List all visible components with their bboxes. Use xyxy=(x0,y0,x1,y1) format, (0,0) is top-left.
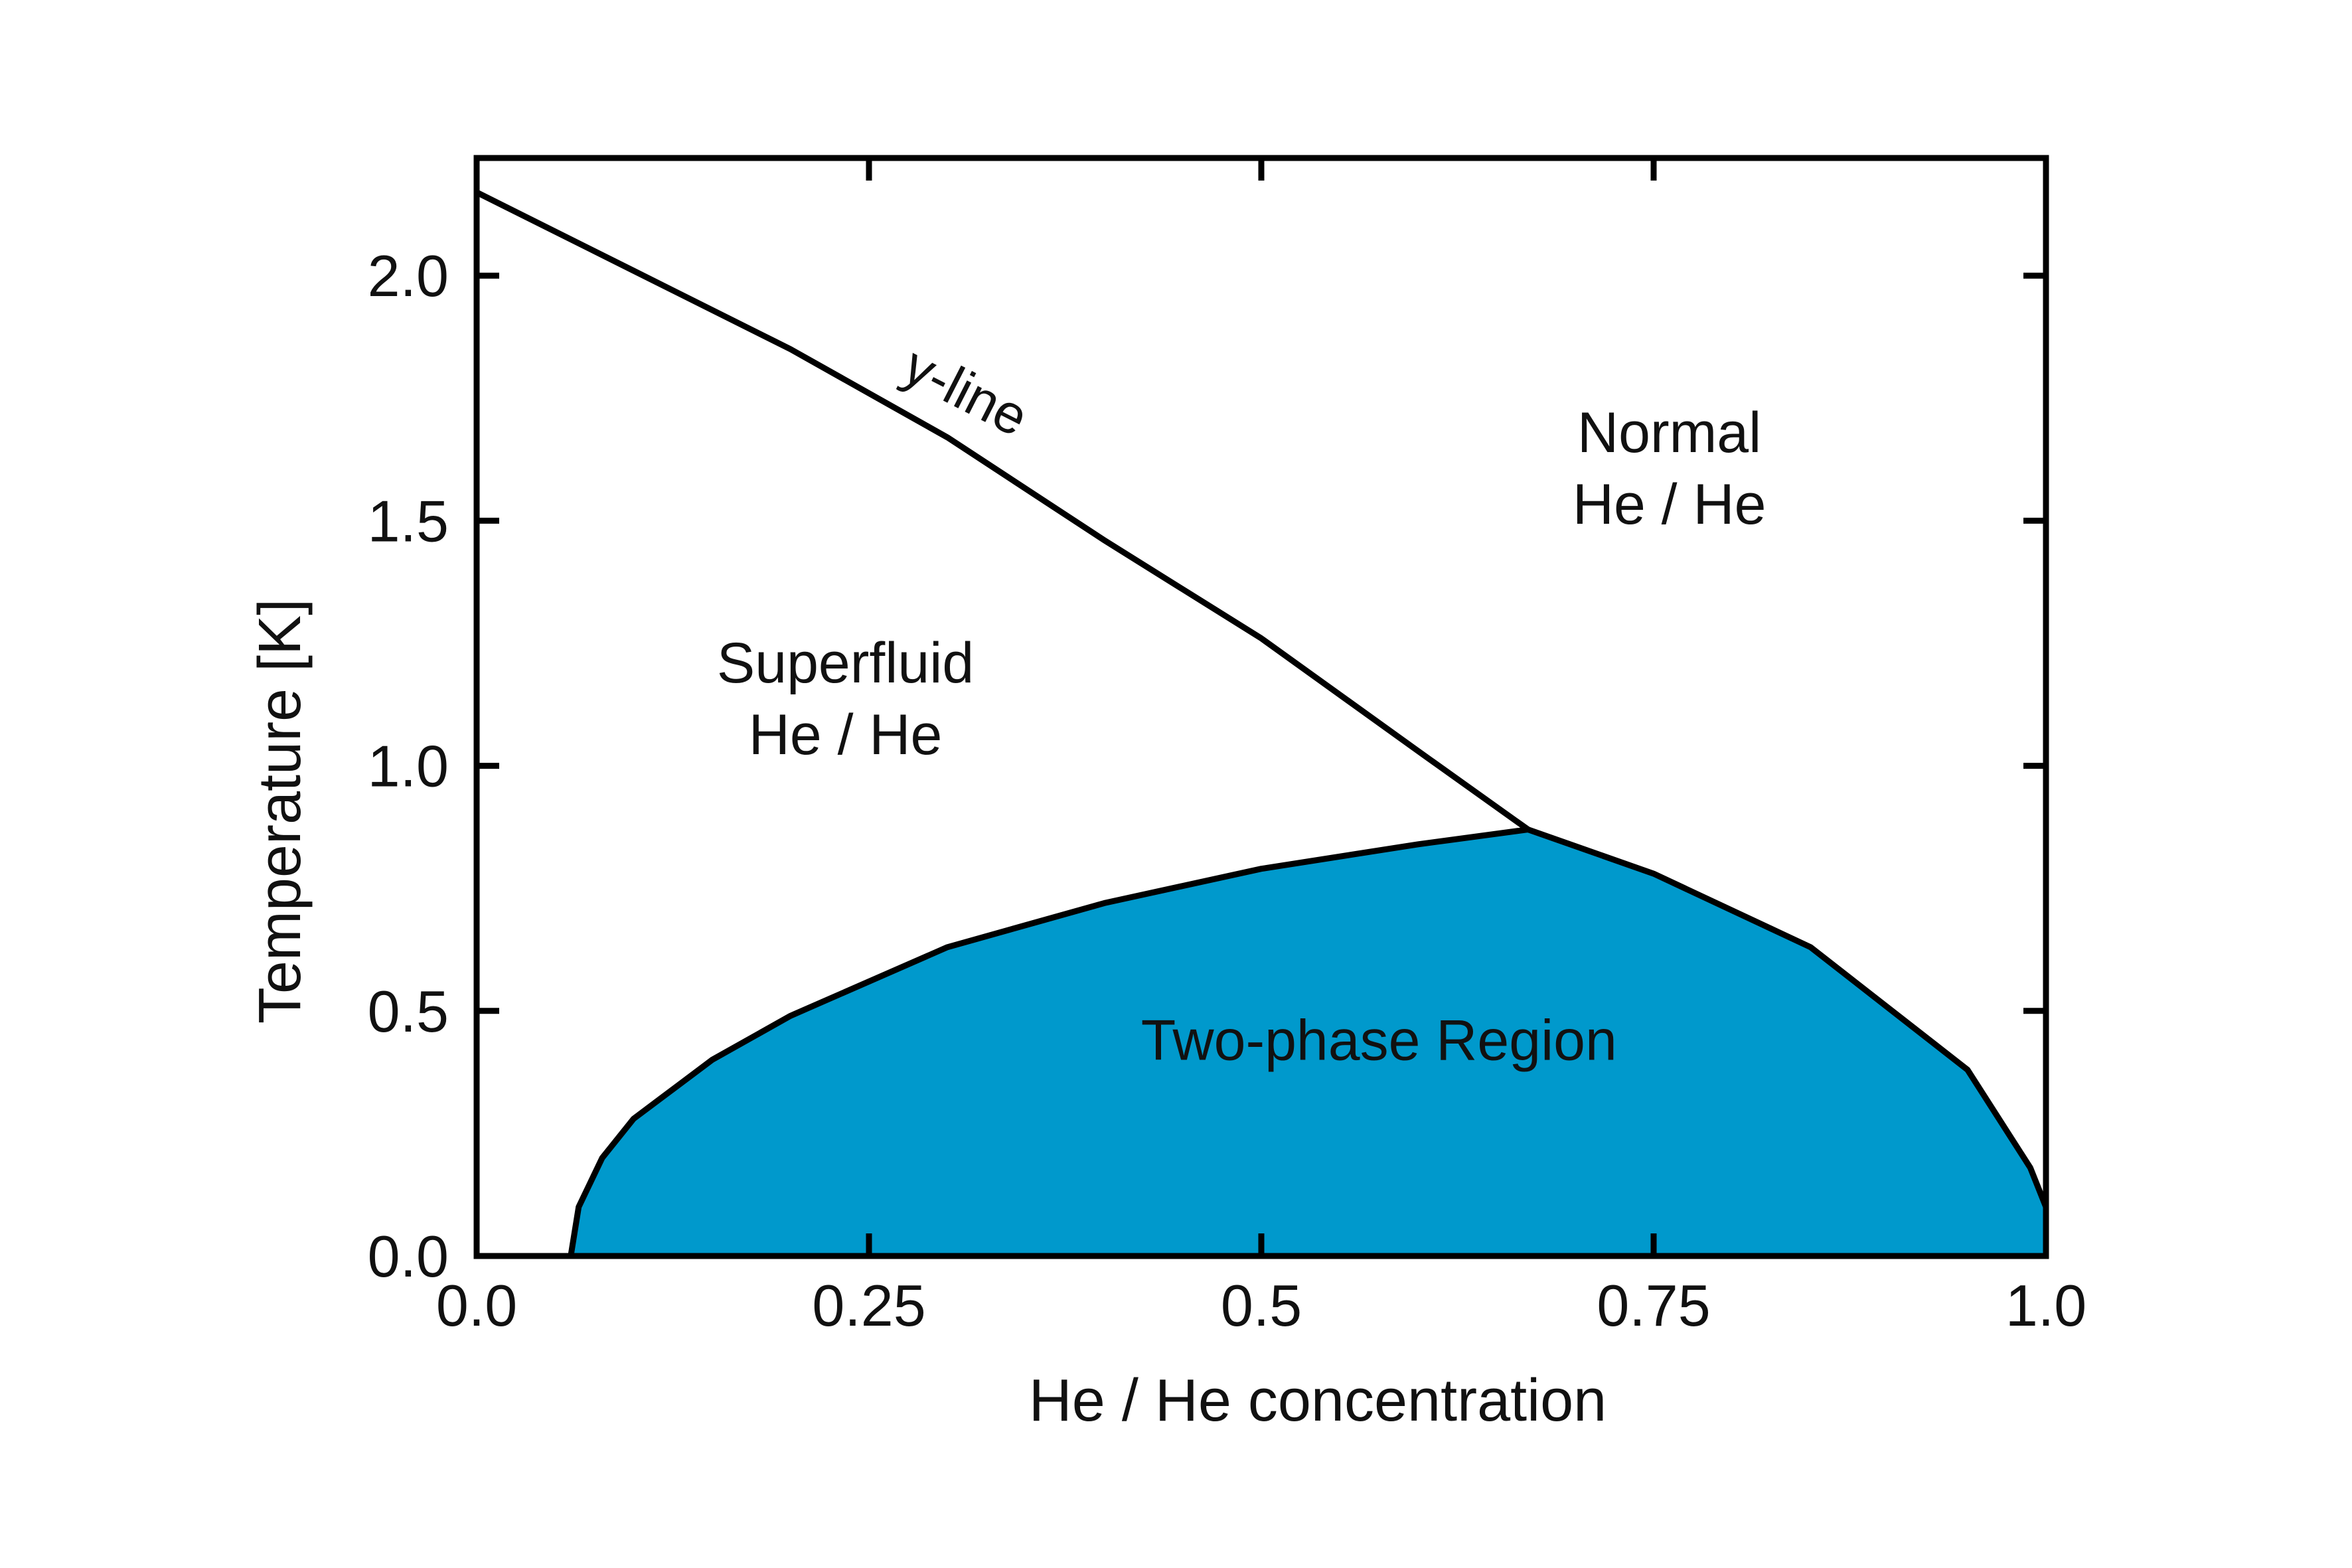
x-tick-label: 0.5 xyxy=(1221,1273,1302,1338)
y-axis-label: Temperature [K] xyxy=(247,599,313,1024)
x-tick-label: 0.75 xyxy=(1597,1273,1710,1338)
x-tick-label: 0.25 xyxy=(812,1273,925,1338)
region-label-line: Normal xyxy=(1577,401,1761,465)
two-phase-region-fill xyxy=(570,829,2046,1256)
x-tick-label: 0.0 xyxy=(436,1273,517,1338)
region-label-line: Superfluid xyxy=(717,631,974,695)
lambda-line xyxy=(473,189,1531,833)
region-label-line: He / He xyxy=(749,703,943,767)
region-label-line: He / He xyxy=(1573,473,1766,536)
y-tick-label: 0.0 xyxy=(368,1223,449,1289)
two-phase-boundary-line xyxy=(568,826,2049,1259)
region-label-line: Two-phase Region xyxy=(1141,1009,1617,1073)
y-tick-label: 2.0 xyxy=(368,243,449,309)
x-axis-label: He / He concentration xyxy=(1029,1368,1607,1434)
region-label-normal: Normal He / He xyxy=(1573,401,1766,536)
y-tick-label: 0.5 xyxy=(368,979,449,1044)
tick-labels-group: 0.0 0.25 0.5 0.75 1.0 0.0 0.5 1.0 1.5 2.0 xyxy=(368,243,2087,1338)
y-tick-label: 1.5 xyxy=(368,488,449,554)
two-phase-fill-group xyxy=(570,829,2046,1256)
region-label-two-phase: Two-phase Region xyxy=(1141,1009,1617,1073)
curve-label-lambda-line: y-line xyxy=(894,335,1038,448)
y-tick-label: 1.0 xyxy=(368,734,449,799)
region-labels-group: Superfluid He / He Normal He / He Two-phase … xyxy=(717,401,1766,1073)
ticks-group xyxy=(477,158,2046,1256)
region-label-superfluid: Superfluid He / He xyxy=(717,631,974,767)
x-tick-label: 1.0 xyxy=(2005,1273,2086,1338)
